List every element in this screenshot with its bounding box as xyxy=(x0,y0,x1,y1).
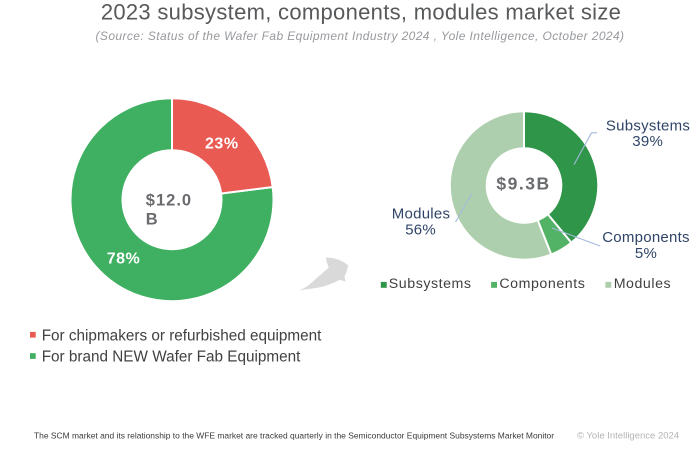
svg-text:Subsystems: Subsystems xyxy=(389,276,472,292)
svg-text:For chipmakers or refurbished: For chipmakers or refurbished equipment xyxy=(42,327,322,344)
svg-text:For brand NEW Wafer Fab Equipm: For brand NEW Wafer Fab Equipment xyxy=(42,349,301,366)
svg-text:Modules: Modules xyxy=(614,276,671,292)
svg-text:5%: 5% xyxy=(635,245,657,262)
svg-text:$9.3B: $9.3B xyxy=(496,174,550,194)
svg-text:The SCM market and its relatio: The SCM market and its relationship to t… xyxy=(34,431,554,441)
svg-text:23%: 23% xyxy=(205,136,239,153)
svg-text:56%: 56% xyxy=(405,222,436,239)
svg-text:2023 subsystem, components, mo: 2023 subsystem, components, modules mark… xyxy=(101,0,621,25)
svg-text:© Yole Intelligence 2024: © Yole Intelligence 2024 xyxy=(577,431,679,442)
svg-text:Components: Components xyxy=(602,229,690,246)
svg-text:Components: Components xyxy=(499,276,585,292)
svg-text:39%: 39% xyxy=(632,133,663,150)
svg-text:(Source: Status of the Wafer F: (Source: Status of the Wafer Fab Equipme… xyxy=(96,29,625,43)
svg-text:Modules: Modules xyxy=(392,206,450,223)
svg-text:B: B xyxy=(146,210,159,228)
svg-text:Subsystems: Subsystems xyxy=(606,118,690,135)
svg-text:$12.0: $12.0 xyxy=(146,191,192,209)
svg-text:78%: 78% xyxy=(107,251,141,268)
